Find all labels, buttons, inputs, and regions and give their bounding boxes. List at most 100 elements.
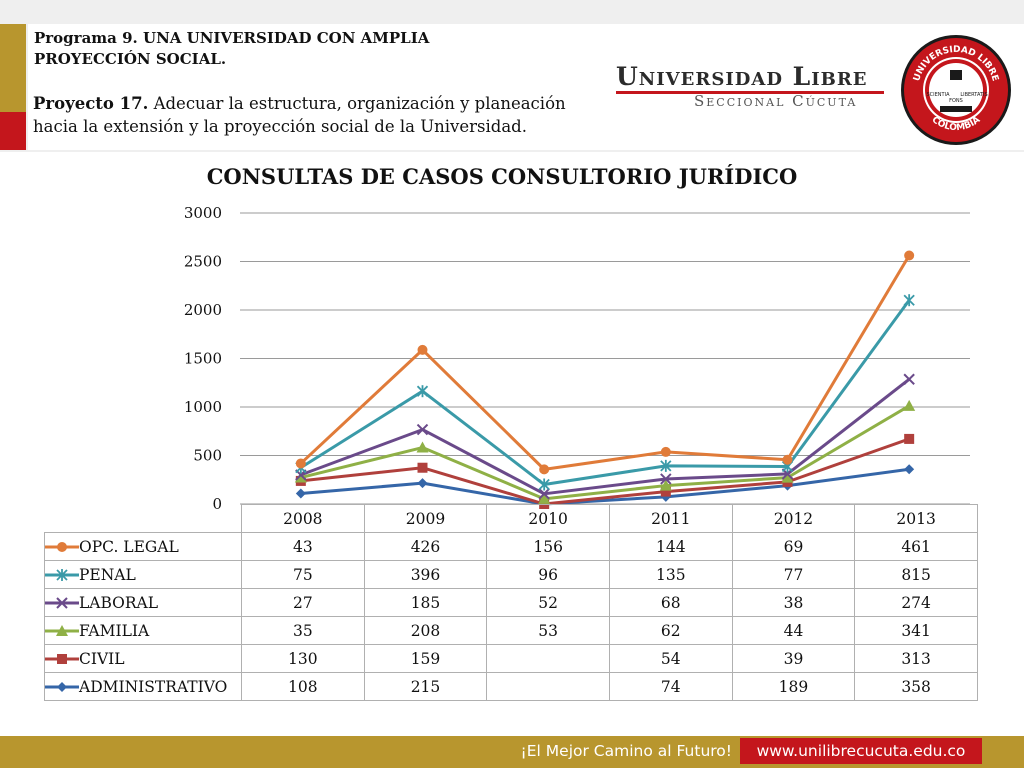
table-row: PENAL 75 396 96 135 77 815 [44,560,978,589]
university-name: Universidad Libre [616,62,868,91]
data-point [56,568,68,581]
data-label: 208 [363,616,488,645]
legend-key-icon [45,568,79,581]
data-point [56,624,68,636]
series-line-penal [300,299,911,487]
data-point [660,486,671,497]
data-label: 358 [854,672,978,701]
legend-entry: FAMILIA [44,616,242,645]
table-row: CIVIL 130 159 54 39 313 [44,644,978,673]
data-label: 77 [731,560,856,589]
data-point [781,471,794,483]
legend-key-icon [45,653,79,664]
data-label: 108 [241,672,365,701]
program-title: Programa 9. UNA UNIVERSIDAD CON AMPLIA P… [34,29,430,68]
legend-key-icon [45,624,79,636]
data-point [416,441,429,453]
data-point [56,596,68,609]
university-name-underline [616,91,884,94]
seal-book-icon [950,70,962,80]
data-point [538,488,550,500]
data-label: 74 [608,672,733,701]
data-label [486,672,610,701]
legend-entry: OPC. LEGAL [44,532,242,561]
data-label: 341 [854,616,978,645]
x-tick-label: 2010 [486,504,610,533]
table-row: FAMILIA 35 208 53 62 44 341 [44,616,978,645]
chart-data-table: 2008 2009 2010 2011 2012 2013 OPC. LEGAL 43 426 1… [44,504,978,701]
x-tick-label: 2012 [731,504,856,533]
y-axis-ticks: 0 500 1000 1500 2000 2500 3000 [184,204,222,513]
red-stripe [0,112,26,150]
data-point [660,446,671,457]
data-point [660,459,672,472]
data-point [416,423,429,436]
legend-key-icon [45,541,79,552]
data-label: 27 [241,588,365,617]
project-label: Proyecto 17. [33,94,149,113]
data-label: 135 [608,560,733,589]
series-line-laboral [300,378,911,496]
legend-label: CIVIL [79,649,125,668]
data-label: 189 [731,672,856,701]
data-label: 96 [486,560,610,589]
y-tick-label: 2000 [184,301,222,319]
y-tick-label: 1500 [184,350,222,368]
legend-label: ADMINISTRATIVO [79,677,228,696]
legend-label: OPC. LEGAL [79,537,179,556]
x-tick-label: 2011 [608,504,733,533]
footer-slogan: ¡El Mejor Camino al Futuro! [520,742,732,760]
data-point [538,492,551,504]
table-row: LABORAL 27 185 52 68 38 274 [44,588,978,617]
table-corner [44,504,242,533]
data-label: 52 [486,588,610,617]
legend-entry: CIVIL [44,644,242,673]
data-point [417,344,428,355]
seal-right-text: LIBERTATIS [960,92,987,98]
seal-left-text: SCIENTIA [927,92,951,98]
data-label: 68 [608,588,733,617]
data-label: 274 [854,588,978,617]
table-header-row: 2008 2009 2010 2011 2012 2013 [44,504,978,533]
data-label: 461 [854,532,978,561]
legend-label: FAMILIA [79,621,150,640]
data-label: 130 [241,644,365,673]
data-point [417,478,428,489]
table-row: OPC. LEGAL 43 426 156 144 69 461 [44,532,978,561]
chart-series [294,250,916,509]
data-point [904,464,915,475]
legend-key-icon [45,596,79,609]
data-label: 159 [363,644,488,673]
legend-entry: PENAL [44,560,242,589]
data-label: 215 [363,672,488,701]
data-label: 185 [363,588,488,617]
data-label: 62 [608,616,733,645]
project-text: Adecuar la estructura, organización y pl… [33,94,566,136]
university-subtitle: Seccional Cúcuta [694,92,858,110]
data-label: 43 [241,532,365,561]
data-label: 38 [731,588,856,617]
data-point [903,399,916,411]
footer-website-link[interactable]: www.unilibrecucuta.edu.co [740,738,982,764]
series-line-opc-legal [299,254,911,471]
data-point [539,464,550,475]
data-point [903,294,915,307]
series-line-civil [300,437,910,506]
data-label: 35 [241,616,365,645]
data-point [57,653,67,664]
y-tick-label: 0 [212,495,222,513]
chart-title: CONSULTAS DE CASOS CONSULTORIO JURÍDICO [206,164,798,189]
data-label: 156 [486,532,610,561]
table-row: ADMINISTRATIVO 108 215 74 189 358 [44,672,978,701]
data-point [538,478,550,491]
data-label: 53 [486,616,610,645]
data-label: 75 [241,560,365,589]
data-point [294,471,307,483]
series-line-familia [300,404,910,501]
y-tick-label: 1000 [184,398,222,416]
data-label: 815 [854,560,978,589]
y-tick-label: 500 [193,447,222,465]
university-seal-logo: UNIVERSIDAD LIBRE COLOMBIA SCIENTIA FONS… [901,35,1011,145]
data-point [57,681,67,692]
